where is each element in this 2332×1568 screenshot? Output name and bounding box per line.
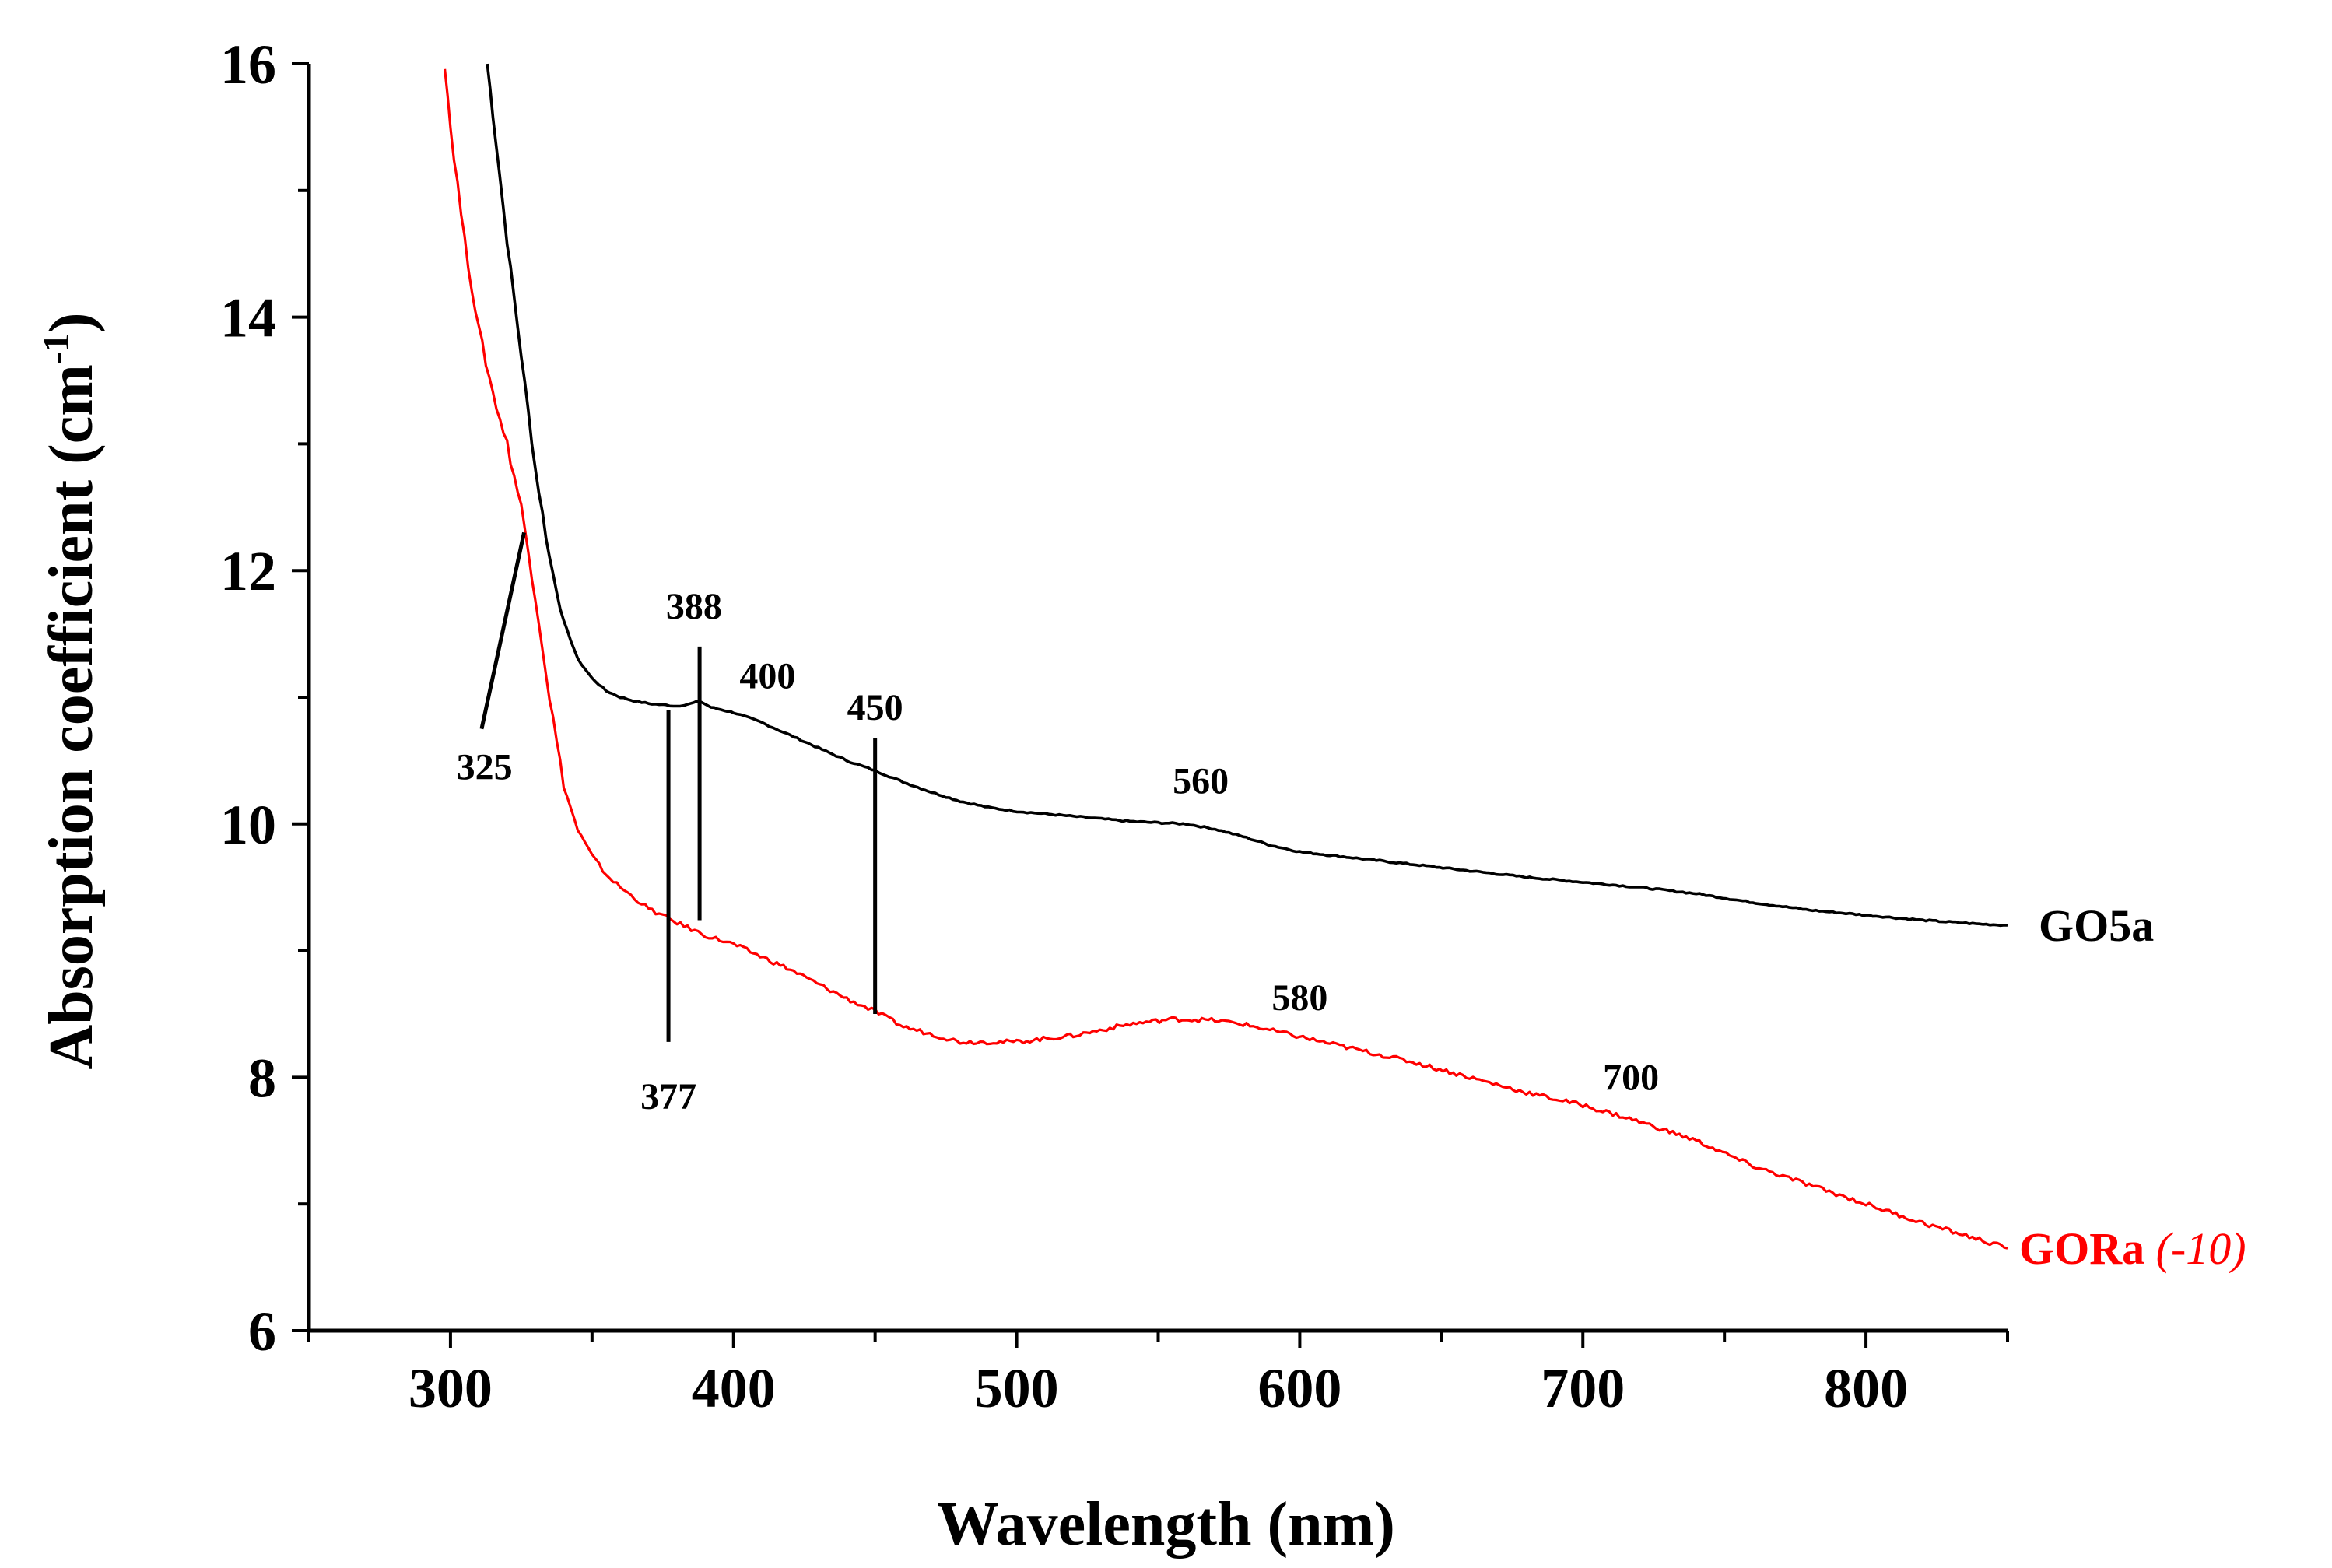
annotation-label-700: 700: [1603, 1057, 1659, 1098]
y-axis-title-close: ): [37, 312, 106, 333]
y-axis-title-sup: -1: [36, 333, 77, 364]
annotation-label-450: 450: [847, 687, 903, 728]
y-tick-label: 12: [220, 540, 276, 602]
plot-lines: [444, 63, 2008, 1250]
y-tick-label: 14: [220, 287, 276, 349]
y-axis-title-main: Absorption coefficient (cm: [37, 364, 106, 1069]
x-tick-label: 300: [409, 1357, 493, 1419]
y-tick-label: 16: [220, 33, 276, 96]
x-tick-label: 600: [1257, 1357, 1341, 1419]
x-axis-title: Wavelength (nm): [937, 1490, 1395, 1559]
annotation-label-388: 388: [666, 586, 722, 627]
axes: 300 400 500 600 700 800 6 8 10 12 14 16: [220, 33, 2009, 1419]
y-tick-label: 10: [220, 794, 276, 856]
y-tick-label: 8: [248, 1047, 276, 1109]
x-tick-label: 700: [1541, 1357, 1625, 1419]
x-tick-label: 400: [692, 1357, 776, 1419]
annotation-label-560: 560: [1173, 760, 1229, 802]
series-label-go5a: GO5a: [2039, 900, 2154, 951]
annotations: 325 377 388 400 450 560 580 700: [457, 531, 1659, 1117]
annotation-label-400: 400: [739, 655, 795, 696]
y-axis-title: Absorption coefficient (cm-1): [36, 312, 106, 1069]
series-line-go5a: [486, 63, 2008, 928]
series-label-gora: GORa (-10): [2019, 1223, 2246, 1274]
annotation-line-325: [479, 531, 526, 730]
annotation-label-325: 325: [457, 747, 513, 788]
annotation-label-580: 580: [1271, 977, 1327, 1019]
annotation-label-377: 377: [640, 1076, 696, 1117]
series-label-gora-offset: (-10): [2144, 1223, 2246, 1274]
y-tick-label: 6: [248, 1300, 276, 1363]
series-line-gora: [444, 68, 2008, 1250]
x-tick-label: 800: [1824, 1357, 1908, 1419]
x-tick-label: 500: [975, 1357, 1059, 1419]
labels: Wavelength (nm) Absorption coefficient (c…: [36, 312, 2246, 1559]
series-label-gora-name: GORa: [2019, 1223, 2144, 1274]
